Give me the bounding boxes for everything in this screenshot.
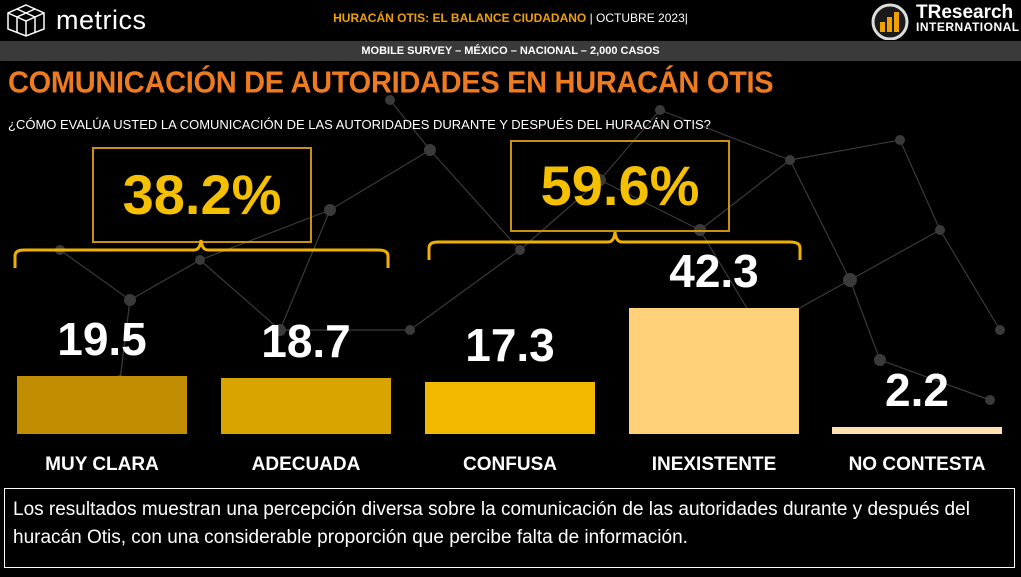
- bar-value-label: 42.3: [669, 245, 759, 297]
- category-label: INEXISTENTE: [651, 454, 777, 475]
- tresearch-logo: TResearch INTERNATIONAL: [868, 0, 1020, 40]
- bar-value-label: 2.2: [885, 364, 949, 417]
- report-date: OCTUBRE 2023|: [596, 11, 688, 25]
- header-separator: |: [589, 11, 593, 25]
- bracket-negative: [427, 231, 802, 260]
- tr-logo-research: esearch: [941, 2, 1014, 23]
- brand-name: metrics: [56, 4, 147, 35]
- summary-text: Los resultados muestran una percepción d…: [4, 488, 1015, 568]
- metrics-logo: metrics: [6, 3, 147, 37]
- bar-adecuada: [221, 378, 391, 434]
- bar-inexistente: [629, 308, 799, 434]
- cube-logo-icon: [7, 4, 45, 37]
- category-label: NO CONTESTA: [848, 454, 986, 475]
- aggregate-positive-box: 38.2%: [92, 147, 312, 243]
- bracket-positive: [13, 239, 390, 268]
- bar-value-label: 18.7: [261, 315, 351, 368]
- bar-value-label: 19.5: [57, 312, 147, 365]
- survey-info: MOBILE SURVEY – MÉXICO – NACIONAL – 2,00…: [0, 41, 1021, 61]
- page-title: COMUNICACIÓN DE AUTORIDADES EN HURACÁN O…: [8, 66, 774, 100]
- category-label: ADECUADA: [251, 454, 361, 475]
- category-label: MUY CLARA: [45, 454, 159, 475]
- aggregate-negative-box: 59.6%: [510, 140, 730, 232]
- top-bar: [0, 0, 1021, 40]
- tr-logo-international: INTERNATIONAL: [916, 20, 1020, 34]
- bar-value-label: 17.3: [465, 319, 555, 372]
- survey-question: ¿CÓMO EVALÚA USTED LA COMUNICACIÓN DE LA…: [8, 117, 711, 132]
- tresearch-emblem-icon: [871, 3, 909, 40]
- bar-confusa: [425, 382, 595, 434]
- report-title: HURACÁN OTIS: EL BALANCE CIUDADANO: [333, 11, 587, 25]
- category-label: CONFUSA: [463, 454, 557, 475]
- bar-no-contesta: [832, 427, 1002, 434]
- tr-logo-tr: TR: [916, 2, 942, 23]
- header-title: HURACÁN OTIS: EL BALANCE CIUDADANO | OCT…: [0, 11, 1021, 25]
- bar-muy-clara: [17, 375, 187, 434]
